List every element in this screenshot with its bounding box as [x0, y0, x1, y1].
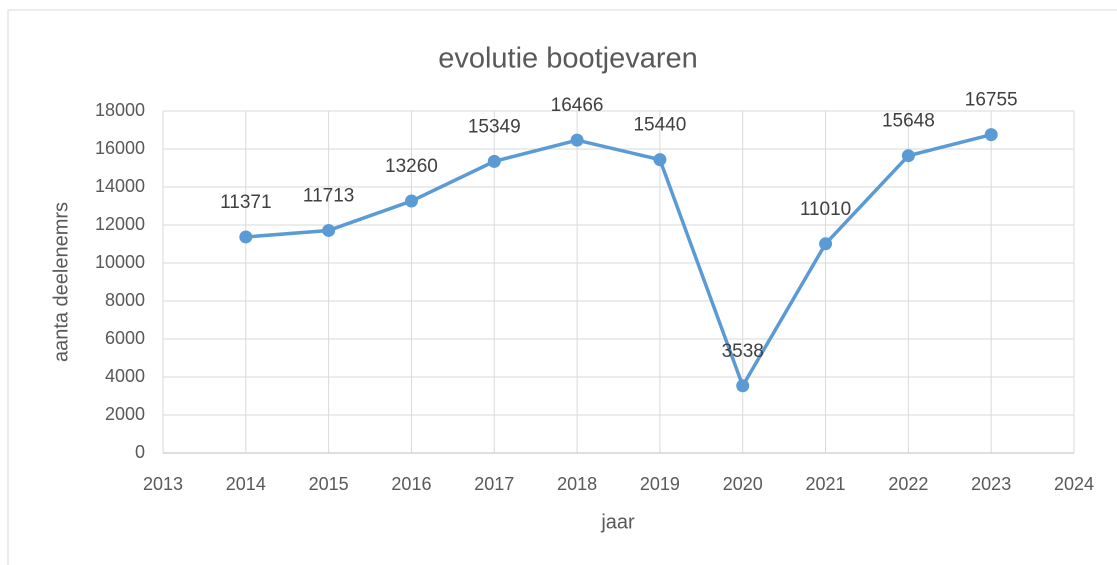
chart-border — [7, 9, 1117, 565]
data-label: 3538 — [722, 341, 764, 362]
data-label: 11371 — [220, 192, 271, 213]
x-tick-label: 2014 — [226, 474, 266, 494]
data-label: 15440 — [633, 115, 686, 136]
x-tick-label: 2022 — [888, 474, 928, 494]
data-label: 16466 — [551, 95, 604, 116]
data-label: 16755 — [965, 90, 1018, 111]
data-point — [736, 379, 750, 393]
data-label: 11713 — [303, 185, 354, 206]
x-tick-label: 2016 — [391, 474, 431, 494]
x-tick-label: 2023 — [971, 474, 1011, 494]
y-tick-label: 6000 — [105, 328, 145, 348]
y-tick-label: 18000 — [95, 100, 145, 120]
data-point — [322, 223, 336, 237]
x-tick-label: 2017 — [474, 474, 514, 494]
y-tick-label: 12000 — [95, 214, 145, 234]
data-label: 15349 — [468, 116, 521, 137]
x-tick-label: 2024 — [1054, 474, 1094, 494]
data-point — [819, 237, 833, 251]
y-tick-label: 14000 — [95, 176, 145, 196]
x-tick-label: 2013 — [143, 474, 183, 494]
y-tick-label: 10000 — [95, 252, 145, 272]
y-tick-label: 16000 — [95, 138, 145, 158]
x-axis-title: jaar — [600, 511, 635, 533]
data-point — [653, 153, 667, 167]
data-label: 15648 — [882, 111, 935, 132]
data-point — [404, 194, 418, 208]
y-tick-label: 8000 — [105, 290, 145, 310]
data-label: 13260 — [385, 156, 438, 177]
y-tick-label: 0 — [135, 442, 145, 462]
data-point — [901, 149, 915, 163]
x-tick-label: 2018 — [557, 474, 597, 494]
series-line — [245, 132, 992, 388]
data-point — [984, 128, 998, 142]
x-tick-label: 2015 — [309, 474, 349, 494]
data-point — [487, 154, 501, 168]
x-tick-label: 2020 — [723, 474, 763, 494]
chart-title: evolutie bootjevaren — [438, 43, 698, 75]
y-axis-title: aanta deelenemrs — [50, 202, 72, 362]
data-point — [239, 230, 253, 244]
data-label: 11010 — [800, 199, 851, 220]
x-tick-label: 2019 — [640, 474, 680, 494]
y-tick-label: 2000 — [105, 404, 145, 424]
y-tick-label: 4000 — [105, 366, 145, 386]
x-tick-label: 2021 — [806, 474, 846, 494]
data-point — [570, 133, 584, 147]
